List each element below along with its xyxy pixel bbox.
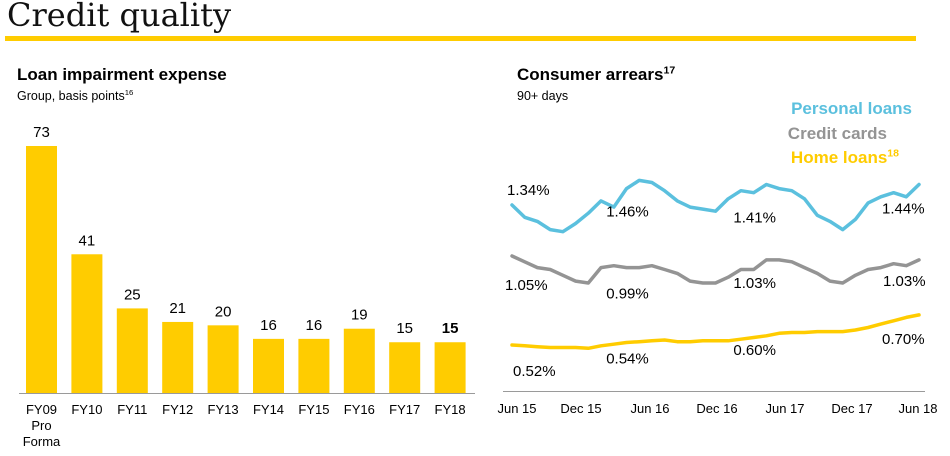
legend-home-loans: Home loans18: [791, 148, 899, 168]
bar-value-fy18: 15: [442, 320, 459, 337]
label-home-loans-2: 0.60%: [733, 342, 776, 359]
label-home-loans-3: 0.70%: [882, 331, 925, 348]
x-tick-jun-17: Jun 17: [765, 401, 804, 416]
bar-category-fy14: FY14: [253, 402, 284, 417]
legend-credit-cards-label: Credit cards: [787, 124, 887, 143]
bar-fy15: [298, 338, 330, 393]
bar-fy09: [26, 146, 57, 393]
x-tick-dec-15: Dec 15: [560, 401, 601, 416]
line-home-loans: [510, 313, 921, 351]
bar-category-fy17: FY17: [389, 402, 420, 417]
bar-category-fy18: FY18: [435, 402, 466, 417]
line-credit-cards: [510, 254, 921, 285]
bar-category-fy10: FY10: [71, 402, 102, 417]
label-personal-loans-2: 1.41%: [733, 210, 776, 227]
bar-fy16: [343, 328, 375, 393]
label-credit-cards-1: 0.99%: [606, 286, 649, 303]
label-personal-loans-1: 1.46%: [606, 203, 649, 220]
loan-impairment-footnote: 16: [124, 87, 134, 97]
bar-category-fy09: FY09 Pro Forma: [23, 402, 61, 449]
x-tick-jun-15: Jun 15: [497, 401, 536, 416]
legend-personal-loans-label: Personal loans: [791, 99, 912, 118]
legend-personal-loans: Personal loans: [791, 99, 912, 119]
bar-value-fy16: 19: [351, 307, 368, 324]
bar-value-fy15: 16: [306, 317, 323, 334]
line-personal-loans: [510, 178, 921, 234]
bar-fy13: [207, 325, 239, 393]
bar-category-fy15: FY15: [298, 402, 329, 417]
bar-value-fy12: 21: [169, 300, 186, 317]
consumer-arrears-subtitle: 90+ days: [517, 89, 569, 103]
bar-fy17: [389, 342, 421, 393]
bar-category-fy11: FY11: [117, 402, 147, 417]
loan-impairment-subtitle-text: Group, basis points: [17, 89, 125, 103]
page-title: Credit quality: [7, 0, 232, 34]
x-tick-jun-18: Jun 18: [898, 401, 937, 416]
bar-value-fy13: 20: [215, 303, 232, 320]
bar-fy18: [434, 342, 466, 393]
label-home-loans-1: 0.54%: [606, 351, 649, 368]
x-tick-dec-16: Dec 16: [696, 401, 737, 416]
label-credit-cards-2: 1.03%: [733, 275, 776, 292]
bar-value-fy14: 16: [260, 317, 277, 334]
legend-home-loans-label: Home loans: [790, 148, 888, 167]
bar-value-fy09: 73: [33, 124, 50, 141]
label-personal-loans-0: 1.34%: [507, 182, 550, 199]
loan-impairment-subtitle: Group, basis points16: [17, 87, 134, 103]
bar-value-fy10: 41: [79, 232, 96, 249]
consumer-arrears-footnote: 17: [663, 64, 676, 77]
bar-value-fy11: 25: [124, 286, 141, 303]
bar-fy12: [162, 321, 194, 393]
title-rule: [5, 36, 916, 41]
label-credit-cards-0: 1.05%: [505, 277, 548, 294]
bar-fy11: [116, 308, 148, 393]
legend-home-loans-footnote: 18: [887, 147, 899, 160]
bar-category-fy16: FY16: [344, 402, 375, 417]
loan-impairment-title: Loan impairment expense: [17, 65, 227, 84]
label-personal-loans-3: 1.44%: [882, 201, 925, 218]
bar-fy14: [253, 338, 284, 393]
legend-credit-cards: Credit cards: [788, 124, 887, 144]
bar-value-fy17: 15: [396, 320, 413, 337]
consumer-arrears-title-text: Consumer arrears: [517, 65, 664, 84]
label-credit-cards-3: 1.03%: [883, 273, 926, 290]
bar-fy10: [71, 254, 103, 393]
x-tick-jun-16: Jun 16: [630, 401, 669, 416]
consumer-arrears-title: Consumer arrears17: [517, 65, 675, 85]
label-home-loans-0: 0.52%: [513, 363, 556, 380]
x-tick-dec-17: Dec 17: [831, 401, 872, 416]
bar-category-fy12: FY12: [162, 402, 193, 417]
bar-category-fy13: FY13: [208, 402, 239, 417]
